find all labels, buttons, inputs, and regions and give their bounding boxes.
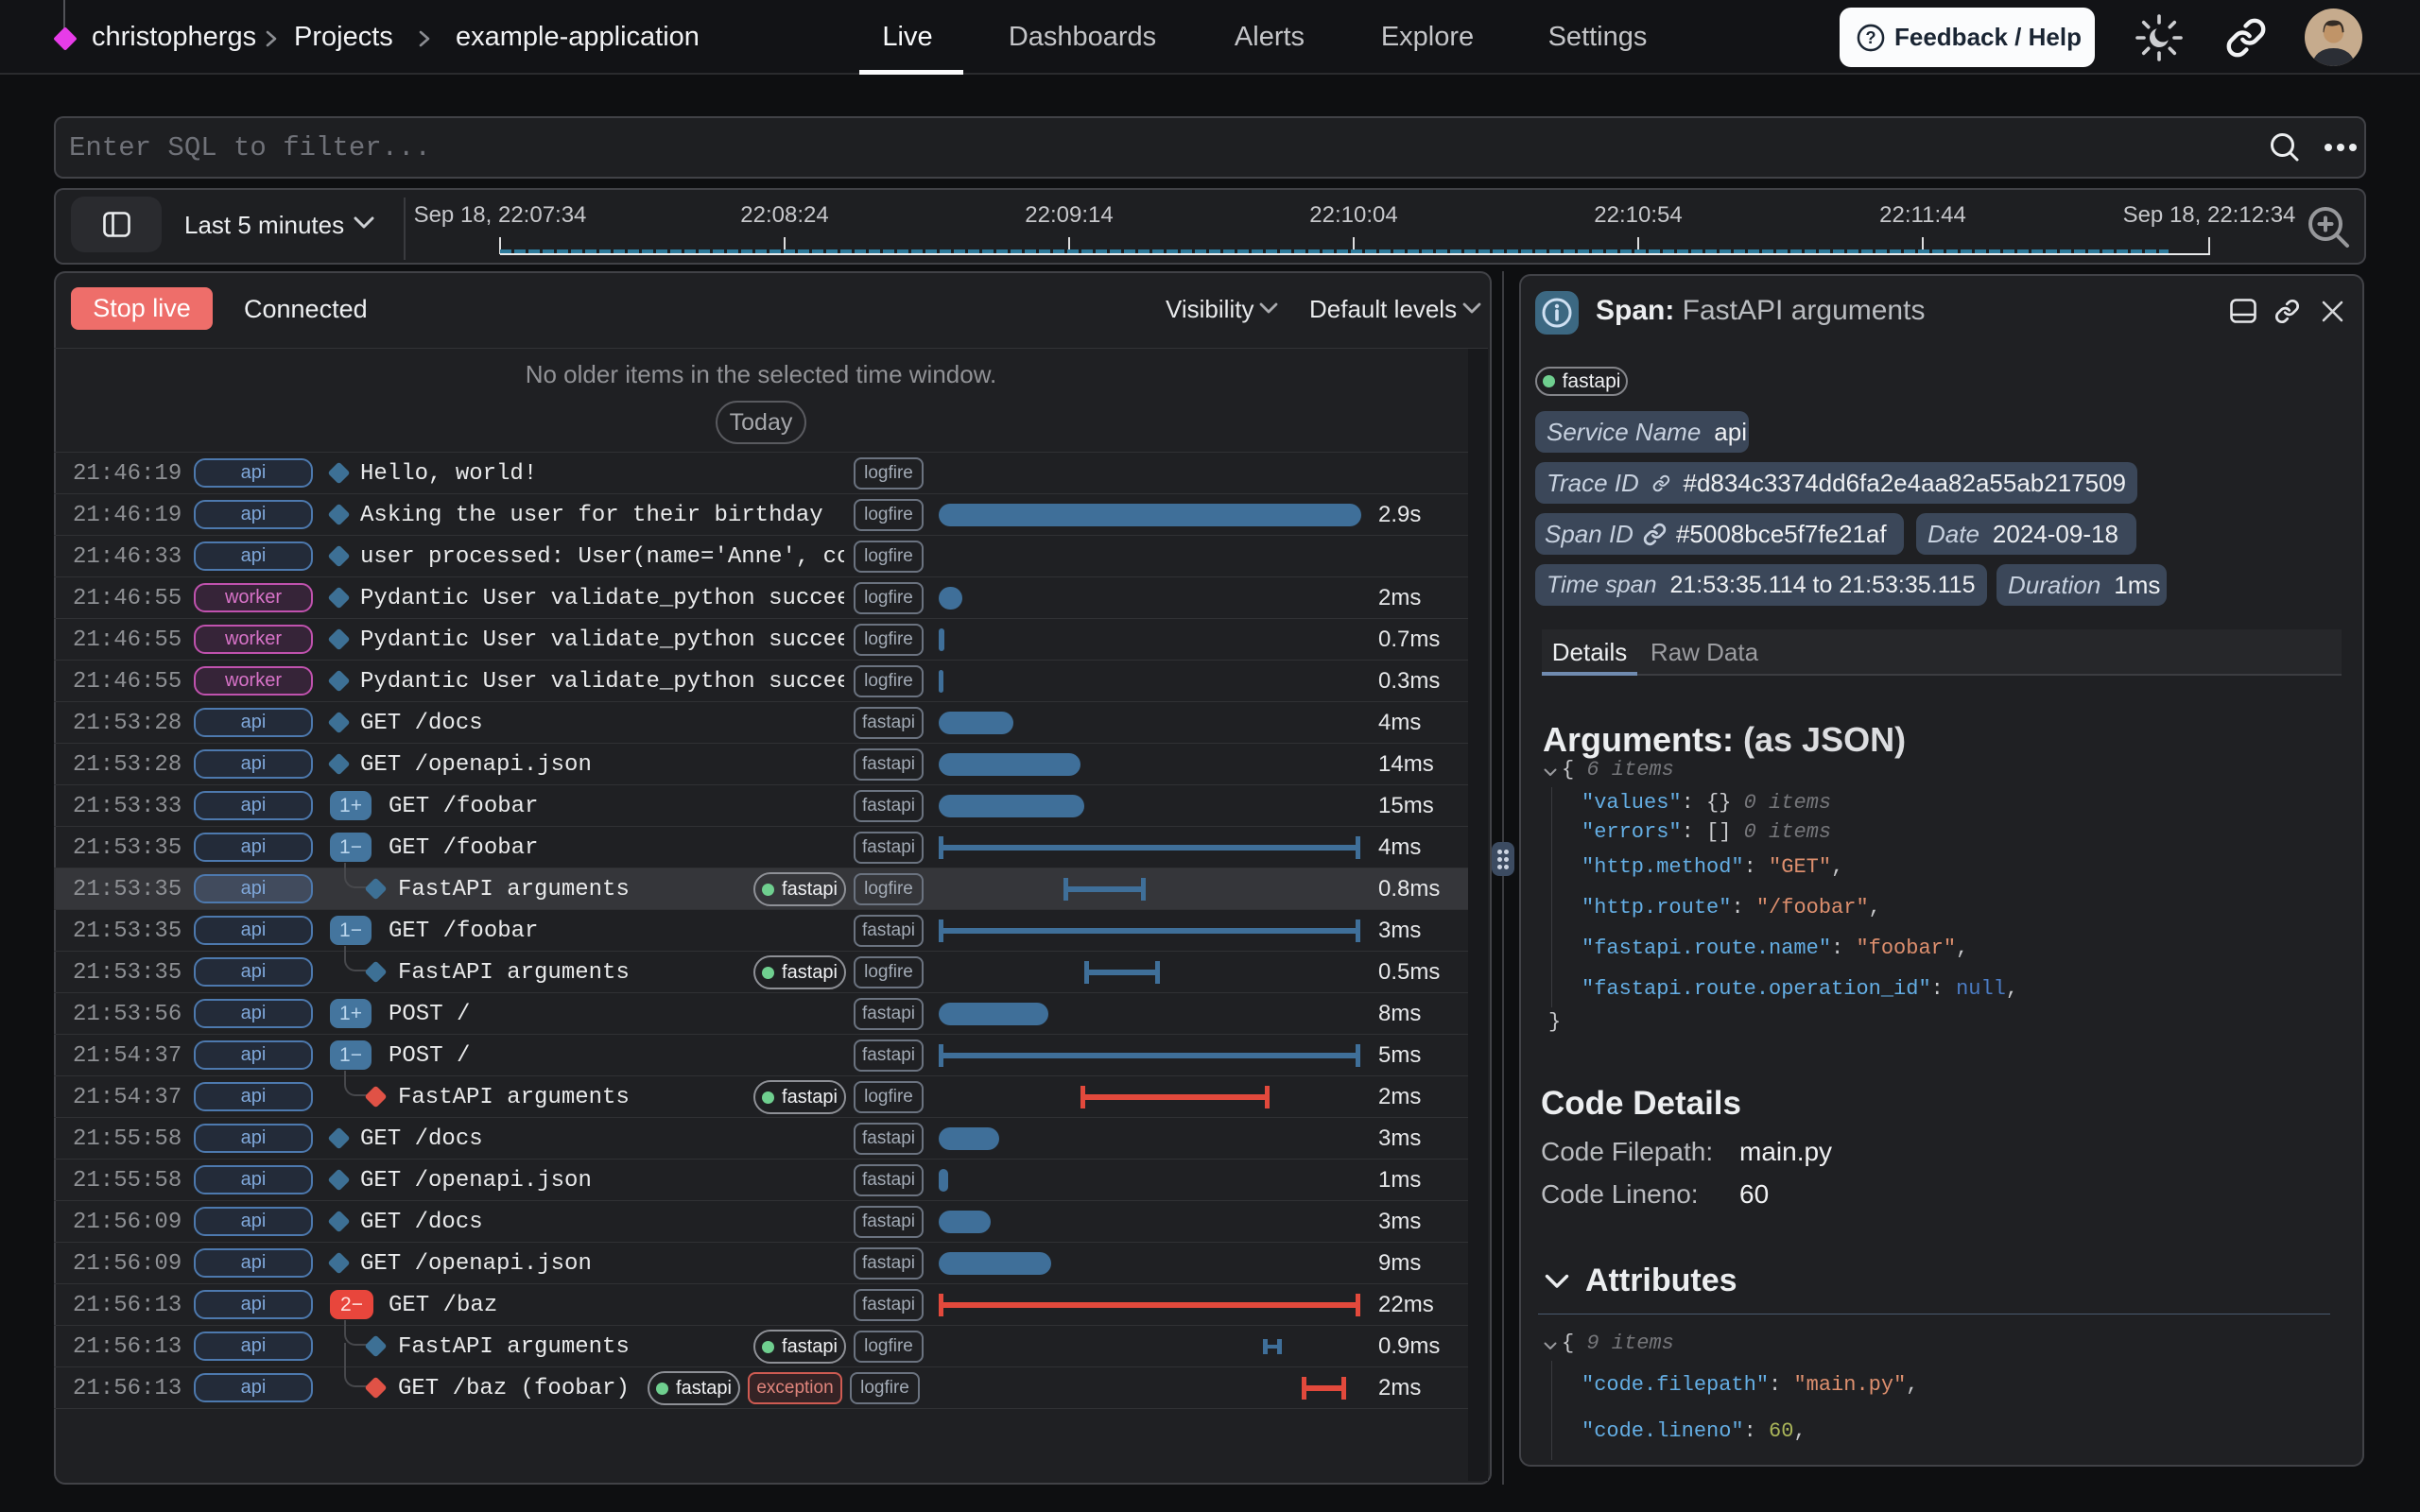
- svg-text:?: ?: [1865, 26, 1876, 46]
